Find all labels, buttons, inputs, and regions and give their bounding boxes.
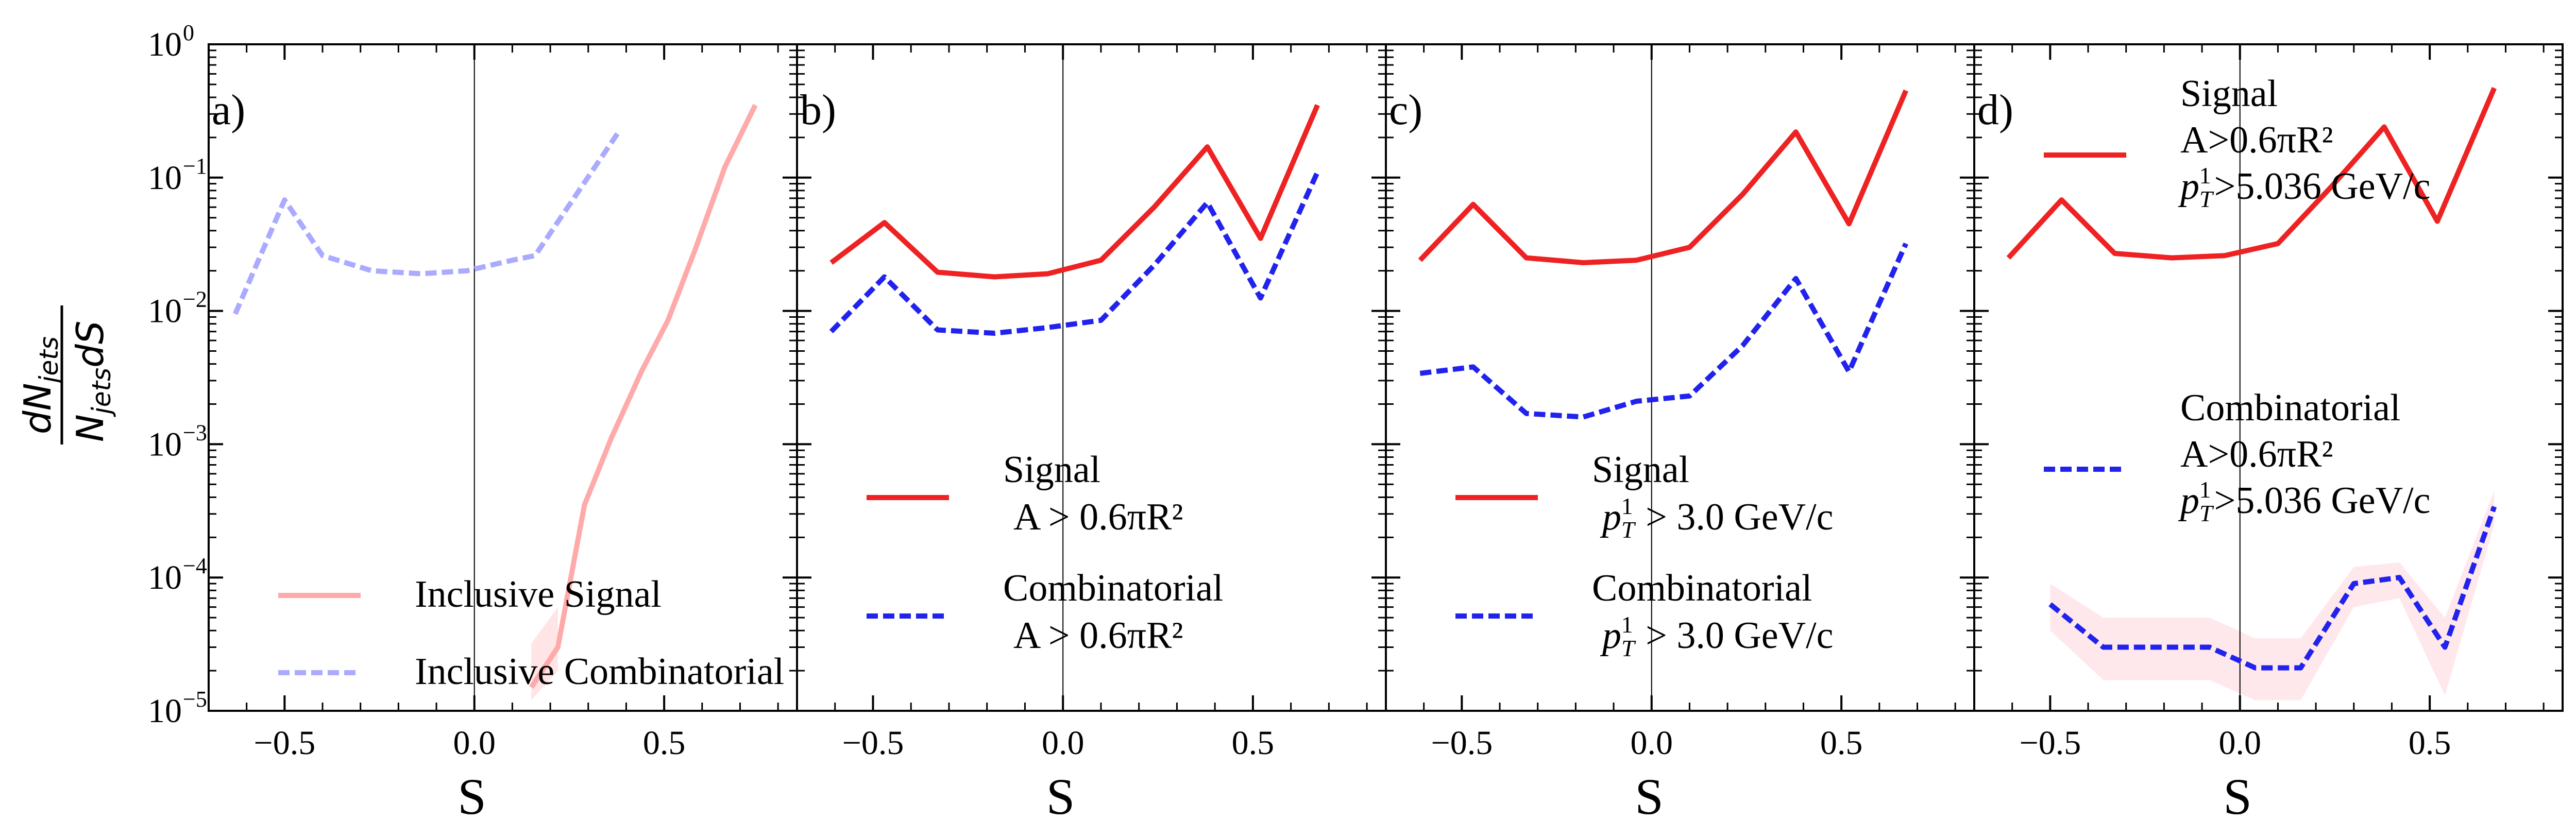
legend-label-line: pT1>5.036 GeV/c — [2178, 476, 2430, 526]
series-line-signal — [829, 104, 1320, 280]
x-axis-label: S — [1635, 768, 1664, 825]
y-axis-label-denominator: NjetsdS — [69, 320, 116, 442]
legend-entry-inclusive-signal: Inclusive Signal — [278, 573, 662, 616]
x-tick-label: −0.5 — [842, 724, 904, 762]
y-axis-label: dNjets NjetsdS — [16, 305, 116, 445]
y-tick-label-exponent: −3 — [183, 420, 207, 445]
x-tick-label: 0.0 — [453, 724, 496, 762]
x-tick-label: 0.0 — [1042, 724, 1084, 762]
legend-entry-inclusive-combinatorial: Inclusive Combinatorial — [278, 651, 784, 693]
legend-label-line: Inclusive Signal — [415, 573, 662, 616]
legend-label-line: Combinatorial — [2180, 387, 2401, 429]
panel-letter: d) — [1977, 86, 2013, 134]
legend-label-line: pT1 > 3.0 GeV/c — [1600, 493, 1833, 543]
y-tick-label: 10 — [148, 559, 182, 596]
y-axis-label-denominator-sub: jets — [87, 368, 116, 417]
plot-area — [232, 44, 758, 711]
legend-label-line: Signal — [2180, 73, 2278, 115]
x-tick-label: −0.5 — [253, 724, 315, 762]
legend-label-line: Signal — [1003, 449, 1100, 491]
y-tick-label-exponent: −5 — [183, 687, 207, 712]
legend-label-line: Combinatorial — [1592, 567, 1812, 609]
y-tick-label: 10 — [148, 293, 182, 330]
y-tick-label: 10 — [148, 159, 182, 197]
series-line-signal — [1418, 89, 1908, 265]
plot-area — [829, 44, 1320, 711]
x-tick-label: −0.5 — [1431, 724, 1493, 762]
series-line-combinatorial — [1419, 242, 1908, 420]
legend-label-line: Combinatorial — [1003, 567, 1224, 609]
x-axis-label: S — [1046, 768, 1075, 825]
panel-letter: c) — [1389, 86, 1422, 134]
legend-label-line: A > 0.6πR² — [1013, 614, 1183, 657]
y-tick-label: 10 — [148, 26, 182, 63]
y-tick-label-exponent: −2 — [183, 287, 207, 312]
panel-letter: b) — [800, 86, 836, 134]
legend-label-line: pT1>5.036 GeV/c — [2178, 162, 2430, 212]
legend-label-line: A>0.6πR² — [2180, 433, 2333, 475]
y-axis-label-denominator-tail: dS — [69, 320, 112, 367]
legend-entry-signal: Signal A > 0.6πR² — [867, 449, 1183, 538]
legend-label-line: A>0.6πR² — [2180, 119, 2333, 161]
legend-label-line: Inclusive Combinatorial — [415, 651, 784, 693]
x-tick-label: 0.0 — [2218, 724, 2261, 762]
series-line-combinatorial — [2048, 505, 2497, 671]
axes-frame — [1973, 43, 2564, 712]
legend-label-line: Signal — [1592, 449, 1689, 491]
y-axis-label-numerator-sub: jets — [34, 336, 64, 386]
y-axis-label-numerator: dNjets — [16, 336, 64, 434]
y-tick-label-exponent: 0 — [183, 20, 194, 45]
x-tick-label: −0.5 — [2019, 724, 2081, 762]
legend-label-line: pT1 > 3.0 GeV/c — [1600, 611, 1833, 661]
x-tick-label: 0.5 — [2409, 724, 2451, 762]
x-tick-label: 0.5 — [643, 724, 686, 762]
y-tick-label-exponent: −1 — [183, 153, 207, 179]
x-tick-label: 0.5 — [1820, 724, 1863, 762]
series-line-inclusive-signal — [529, 104, 758, 689]
axes-frame — [796, 43, 1387, 712]
series-line-combinatorial — [829, 171, 1320, 336]
series-line-inclusive-combinatorial — [232, 130, 621, 315]
x-axis-label: S — [457, 768, 486, 825]
legend-label-line: A > 0.6πR² — [1013, 496, 1183, 538]
legend-entry-combinatorial: Combinatorial A > 0.6πR² — [867, 567, 1224, 657]
y-tick-label-exponent: −4 — [183, 553, 207, 578]
series-line-signal — [2006, 87, 2497, 261]
x-axis-label: S — [2223, 768, 2252, 825]
legend: Inclusive Signal Inclusive Combinatorial — [278, 573, 784, 693]
plot-area — [1418, 44, 1908, 711]
plot-area — [2006, 44, 2497, 711]
y-axis-label-denominator-main: N — [69, 414, 112, 442]
panel-letter: a) — [212, 86, 245, 134]
x-tick-label: 0.5 — [1232, 724, 1275, 762]
y-tick-label: 10 — [148, 425, 182, 463]
axes-frame — [1385, 43, 1975, 712]
y-tick-label: 10 — [148, 692, 182, 730]
x-tick-label: 0.0 — [1630, 724, 1673, 762]
legend: Signal A > 0.6πR² Combinatorial A > 0.6πR² — [867, 449, 1224, 657]
y-axis-label-numerator-main: dN — [16, 383, 59, 434]
